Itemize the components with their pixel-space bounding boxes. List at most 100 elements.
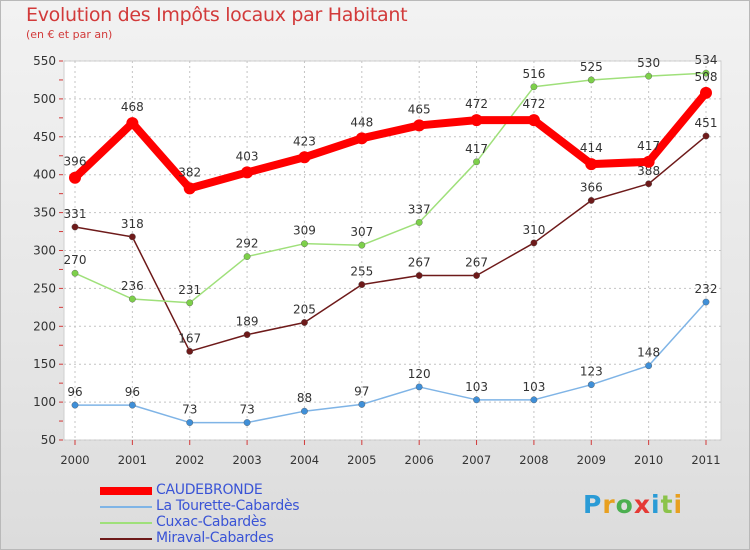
series-caudebronde: 396 468 382 403 423 448 465 472 472 414 417 508 (64, 70, 718, 195)
data-point-caudebronde-2002 (183, 182, 196, 195)
data-point-caudebronde-2007 (470, 114, 483, 127)
data-label-miraval-cabardes-2004: 205 (293, 303, 316, 317)
data-point-la-tourette-cabard-s-2006 (415, 383, 423, 391)
x-tick-label-2009: 2009 (577, 453, 606, 467)
legend-item-miraval-cabardes[interactable]: Miraval-Cabardes (100, 531, 360, 547)
data-label-cuxac-cabard-s-2009: 525 (580, 60, 603, 74)
data-label-cuxac-cabard-s-2003: 292 (236, 237, 259, 251)
data-point-caudebronde-2008 (527, 114, 540, 127)
data-point-caudebronde-2004 (298, 151, 311, 164)
y-tick-label-200: 200 (33, 319, 56, 333)
data-point-miraval-cabardes-2002 (186, 347, 194, 355)
data-label-cuxac-cabard-s-2011: 534 (695, 53, 718, 67)
chart-title: Evolution des Impôts locaux par Habitant (26, 4, 408, 26)
data-point-miraval-cabardes-2006 (415, 272, 423, 279)
data-point-miraval-cabardes-2011 (702, 132, 710, 140)
legend-swatch-miraval-cabardes (100, 538, 152, 540)
y-tick-label-450: 450 (33, 130, 56, 144)
data-label-miraval-cabardes-2000: 331 (64, 207, 87, 221)
legend-item-cuxac-cabard-s[interactable]: Cuxac-Cabardès (100, 515, 360, 531)
data-label-caudebronde-2002: 382 (178, 165, 201, 179)
chart-subtitle: (en € et par an) (26, 28, 113, 41)
proxiti-logo: Proxiti (583, 490, 683, 519)
data-label-caudebronde-2005: 448 (350, 115, 373, 129)
legend: CAUDEBRONDE La Tourette-Cabardès Cuxac-Cab… (100, 483, 360, 547)
data-label-caudebronde-2010: 417 (637, 139, 660, 153)
logo-letter: r (602, 490, 616, 519)
x-tick-label-2003: 2003 (232, 453, 261, 467)
data-label-la-tourette-cabard-s-2001: 96 (125, 385, 140, 399)
logo-letter: o (615, 490, 634, 519)
data-label-caudebronde-2009: 414 (580, 141, 603, 155)
data-point-caudebronde-2001 (126, 117, 139, 130)
x-tick-label-2010: 2010 (634, 453, 663, 467)
data-label-miraval-cabardes-2002: 167 (178, 331, 201, 345)
logo-letter: t (660, 490, 674, 519)
data-point-cuxac-cabard-s-2007 (473, 158, 480, 166)
data-point-caudebronde-2010 (642, 155, 655, 168)
data-point-miraval-cabardes-2000 (71, 223, 79, 231)
logo-letter: x (633, 490, 651, 519)
data-point-la-tourette-cabard-s-2005 (358, 400, 366, 408)
data-point-la-tourette-cabard-s-2009 (587, 381, 595, 389)
y-tick-label-550: 550 (33, 54, 56, 68)
data-label-miraval-cabardes-2009: 366 (580, 180, 603, 194)
data-point-cuxac-cabard-s-2001 (128, 295, 136, 303)
data-point-caudebronde-2006 (413, 119, 426, 132)
data-point-miraval-cabardes-2004 (301, 319, 308, 326)
data-point-cuxac-cabard-s-2008 (530, 83, 538, 91)
data-point-miraval-cabardes-2001 (128, 233, 136, 241)
x-tick-label-2004: 2004 (290, 453, 319, 467)
data-label-la-tourette-cabard-s-2005: 97 (354, 384, 369, 398)
legend-label-la-tourette-cabard-s: La Tourette-Cabardès (156, 498, 300, 514)
data-point-cuxac-cabard-s-2000 (71, 269, 79, 277)
data-label-miraval-cabardes-2008: 310 (522, 223, 545, 237)
series-line-cuxac-cabard-s (74, 72, 707, 304)
data-label-la-tourette-cabard-s-2000: 96 (67, 385, 82, 399)
data-point-miraval-cabardes-2005 (358, 281, 366, 289)
data-point-cuxac-cabard-s-2011 (702, 69, 710, 77)
data-point-cuxac-cabard-s-2002 (186, 299, 194, 307)
data-label-caudebronde-2001: 468 (121, 100, 144, 114)
legend-label-caudebronde: CAUDEBRONDE (156, 482, 263, 498)
data-label-caudebronde-2000: 396 (64, 155, 87, 169)
data-label-la-tourette-cabard-s-2008: 103 (522, 380, 545, 394)
data-label-caudebronde-2004: 423 (293, 134, 316, 148)
data-point-miraval-cabardes-2009 (587, 197, 595, 204)
data-label-caudebronde-2007: 472 (465, 97, 488, 111)
x-tick-label-2006: 2006 (405, 453, 434, 467)
data-point-la-tourette-cabard-s-2011 (702, 298, 710, 306)
y-tick-label-300: 300 (33, 244, 56, 258)
series-la-tourette-cabard-s: 96 96 73 73 88 97 120 103 103 123 148 232 (67, 282, 717, 426)
y-tick-label-50: 50 (41, 433, 56, 447)
y-tick-label-100: 100 (33, 395, 56, 409)
logo-letter: P (583, 490, 603, 519)
data-label-caudebronde-2011: 508 (695, 70, 718, 84)
legend-item-la-tourette-cabard-s[interactable]: La Tourette-Cabardès (100, 499, 360, 515)
data-label-miraval-cabardes-2005: 255 (350, 265, 373, 279)
data-point-la-tourette-cabard-s-2008 (530, 396, 538, 404)
x-tick-label-2011: 2011 (691, 453, 720, 467)
series-line-caudebronde (71, 88, 710, 193)
x-tick-label-2001: 2001 (118, 453, 147, 467)
data-label-cuxac-cabard-s-2005: 307 (350, 225, 373, 239)
y-tick-label-500: 500 (33, 92, 56, 106)
data-point-caudebronde-2011 (700, 86, 712, 99)
y-tick-label-150: 150 (33, 357, 56, 371)
data-label-miraval-cabardes-2006: 267 (408, 256, 431, 270)
data-label-miraval-cabardes-2007: 267 (465, 256, 488, 270)
data-label-caudebronde-2008: 472 (522, 97, 545, 111)
y-tick-label-250: 250 (33, 281, 56, 295)
data-point-la-tourette-cabard-s-2001 (128, 401, 136, 409)
x-tick-label-2002: 2002 (175, 453, 204, 467)
data-point-la-tourette-cabard-s-2010 (645, 362, 653, 370)
data-point-caudebronde-2005 (355, 132, 368, 145)
data-point-caudebronde-2009 (585, 158, 598, 171)
data-point-la-tourette-cabard-s-2007 (473, 396, 480, 404)
data-label-la-tourette-cabard-s-2004: 88 (297, 391, 312, 405)
data-label-cuxac-cabard-s-2000: 270 (64, 253, 87, 267)
legend-item-caudebronde[interactable]: CAUDEBRONDE (100, 483, 360, 499)
data-label-cuxac-cabard-s-2006: 337 (408, 202, 431, 216)
series-cuxac-cabard-s: 270 236 231 292 309 307 337 417 516 525 530 534 (64, 53, 718, 307)
